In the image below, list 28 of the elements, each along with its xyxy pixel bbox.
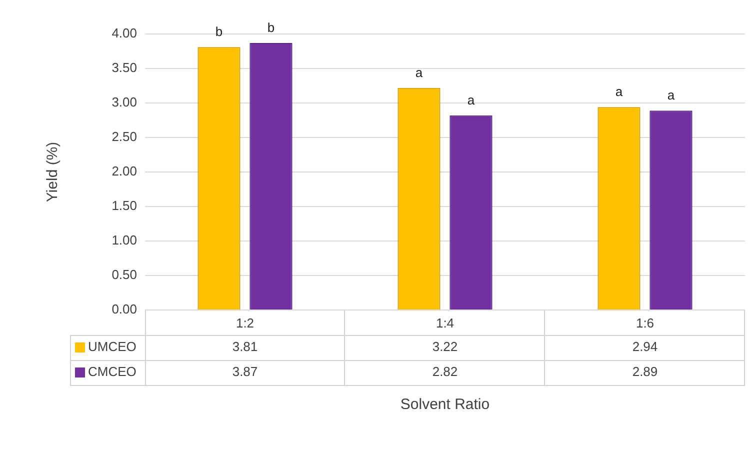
y-tick-label: 0.00: [112, 302, 137, 317]
data-label: 2.94: [632, 339, 658, 354]
x-tick-label: 1:6: [636, 315, 654, 330]
y-tick-label: 3.50: [112, 60, 137, 76]
x-axis-title: Solvent Ratio: [400, 396, 490, 414]
y-tick-label: 2.50: [112, 129, 137, 144]
y-tick-label: 3.00: [112, 94, 137, 110]
data-label: 2.89: [632, 364, 658, 380]
x-tick-label: 1:2: [236, 315, 254, 330]
annotation: b: [215, 24, 223, 40]
legend-label: CMCEO: [88, 364, 136, 380]
data-label: 3.22: [432, 339, 458, 354]
data-label: 2.82: [432, 364, 458, 380]
annotation: a: [415, 64, 424, 80]
annotation: a: [467, 92, 476, 108]
y-axis-title: Yield (%): [44, 142, 62, 202]
y-tick-label: 1.50: [112, 198, 137, 214]
x-tick-label: 1:4: [436, 315, 454, 330]
data-label: 3.81: [232, 339, 258, 354]
legend-label: UMCEO: [88, 339, 136, 354]
y-tick-label: 1.00: [112, 232, 137, 248]
y-tick-label: 4.00: [112, 26, 137, 41]
y-tick-label: 0.50: [112, 267, 137, 282]
annotation: a: [667, 88, 676, 103]
annotation: b: [267, 20, 275, 36]
y-tick-label: 2.00: [112, 164, 137, 179]
annotation: a: [615, 84, 624, 100]
data-label: 3.87: [232, 364, 258, 380]
